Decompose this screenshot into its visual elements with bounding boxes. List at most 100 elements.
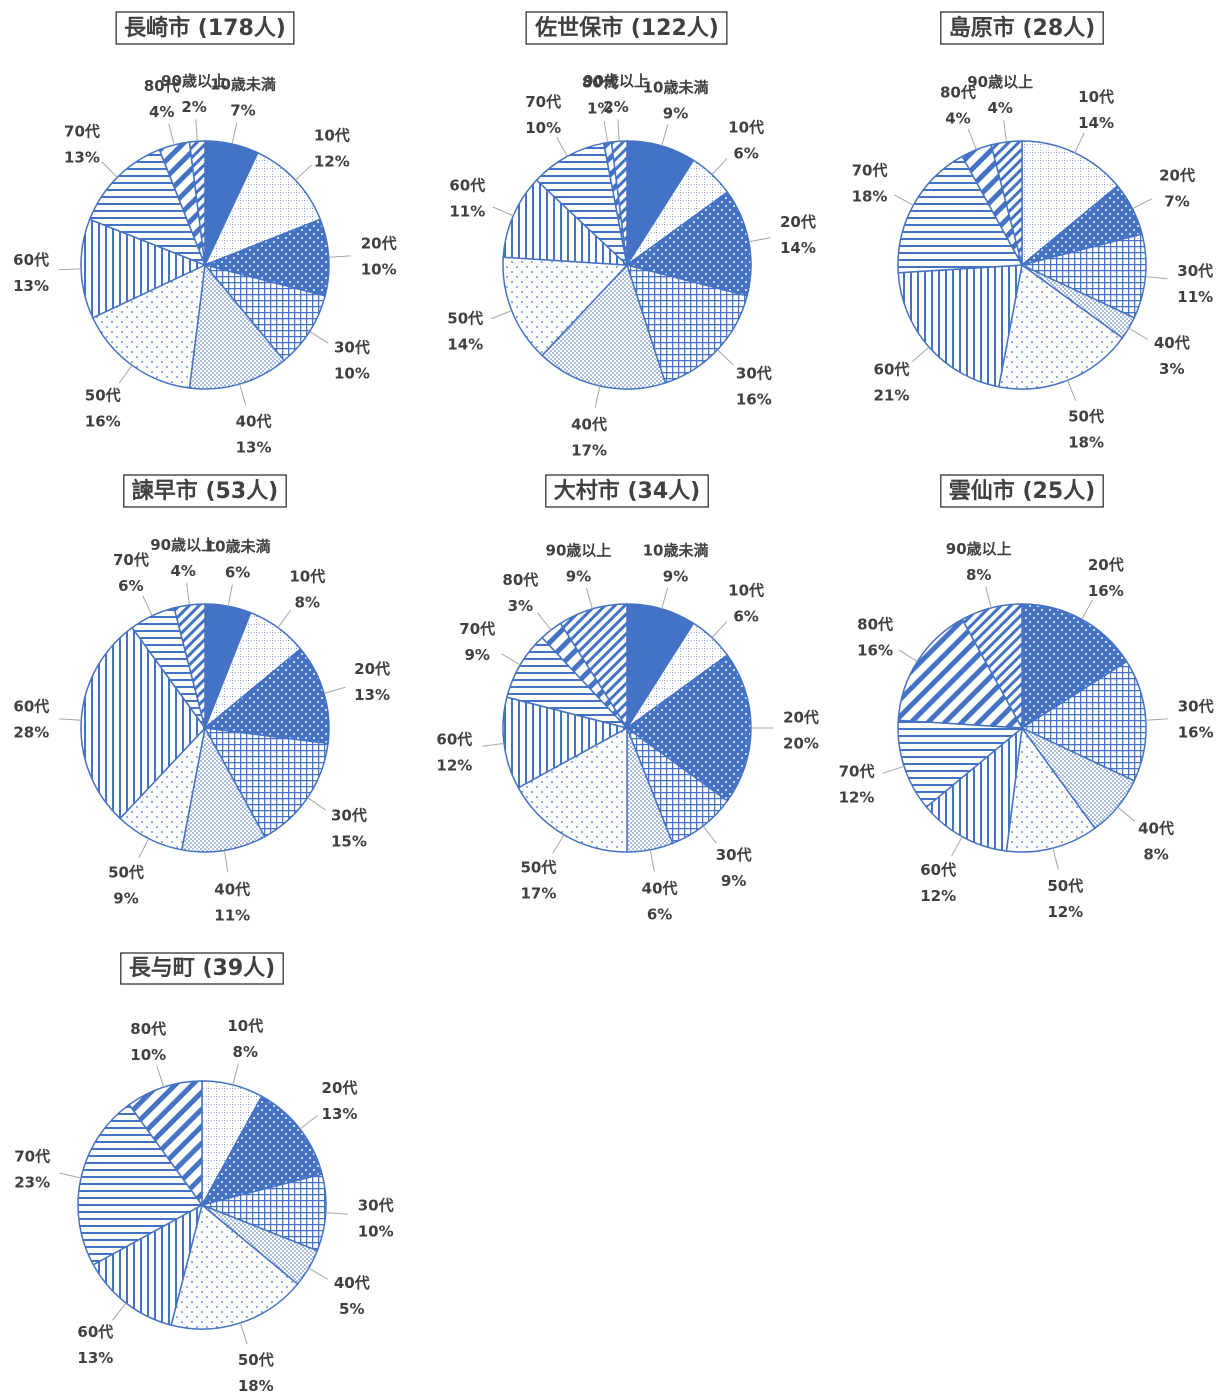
leader-line bbox=[59, 1172, 82, 1179]
data-label-name: 20代 bbox=[783, 709, 819, 727]
data-label-name: 60代 bbox=[77, 1323, 113, 1341]
data-label-name: 30代 bbox=[334, 339, 370, 357]
data-label-value: 14% bbox=[447, 336, 483, 354]
data-label-value: 13% bbox=[236, 439, 272, 457]
leader-line bbox=[232, 1063, 239, 1086]
leader-line bbox=[537, 612, 552, 631]
leader-line bbox=[711, 158, 728, 175]
data-label-value: 16% bbox=[1178, 724, 1214, 742]
pie-slice bbox=[1019, 233, 1147, 319]
data-label-name: 60代 bbox=[13, 698, 49, 716]
data-label-name: 80代 bbox=[130, 1020, 166, 1038]
pie-chart: 雲仙市 (25人) 20代 16% 30代 16% 40代 8% 50代 12% 60代 12% 70… bbox=[839, 474, 1214, 921]
leader-line bbox=[492, 206, 514, 217]
data-label-name: 40代 bbox=[236, 413, 272, 431]
leader-line bbox=[1145, 718, 1168, 721]
data-label-value: 10% bbox=[358, 1222, 394, 1240]
chart-title: 大村市 (34人) bbox=[554, 478, 700, 504]
data-label-value: 12% bbox=[314, 152, 350, 170]
data-label-value: 16% bbox=[1088, 582, 1124, 600]
pie-slice bbox=[199, 1173, 327, 1252]
data-label-name: 30代 bbox=[736, 365, 772, 383]
data-label-value: 9% bbox=[721, 872, 746, 890]
data-label-value: 18% bbox=[1068, 433, 1104, 451]
data-label-name: 70代 bbox=[113, 551, 149, 569]
pie-slice bbox=[202, 263, 327, 362]
data-label-name: 10代 bbox=[728, 119, 764, 137]
leader-line bbox=[118, 365, 133, 384]
data-label-name: 10代 bbox=[1078, 88, 1114, 106]
title-box bbox=[120, 952, 284, 985]
data-label-value: 10% bbox=[334, 365, 370, 383]
data-label-name: 70代 bbox=[852, 162, 888, 180]
data-label-value: 9% bbox=[113, 890, 138, 908]
pie-slice bbox=[625, 191, 752, 297]
leader-line bbox=[482, 743, 505, 747]
leader-line bbox=[594, 385, 601, 408]
data-label-name: 60代 bbox=[436, 730, 472, 748]
leader-line bbox=[1132, 198, 1153, 210]
data-label-name: 80代 bbox=[502, 571, 538, 589]
pie-chart: 長崎市 (178人) 10歳未満 7% 10代 12% 20代 10% 30代 10% 40代 13… bbox=[13, 11, 397, 457]
data-label-name: 50代 bbox=[520, 858, 556, 876]
data-label-value: 9% bbox=[464, 646, 489, 664]
data-label-value: 4% bbox=[170, 562, 195, 580]
data-label-name: 40代 bbox=[571, 415, 607, 433]
data-label-value: 4% bbox=[987, 99, 1012, 117]
data-label-value: 23% bbox=[14, 1174, 50, 1192]
pie-slice bbox=[88, 148, 207, 267]
pie-slice bbox=[535, 142, 629, 268]
data-label-name: 60代 bbox=[449, 176, 485, 194]
pie-slice bbox=[961, 603, 1023, 729]
leader-line bbox=[951, 836, 963, 857]
data-label-value: 4% bbox=[149, 103, 174, 121]
leader-line bbox=[277, 609, 292, 628]
leader-line bbox=[702, 825, 717, 844]
data-label-value: 6% bbox=[733, 145, 758, 163]
data-label-value: 9% bbox=[663, 567, 688, 585]
data-label-name: 10代 bbox=[314, 126, 350, 144]
data-label-name: 30代 bbox=[358, 1196, 394, 1214]
leader-line bbox=[967, 129, 977, 150]
data-label-value: 17% bbox=[571, 441, 607, 459]
data-label-name: 80代 bbox=[857, 615, 893, 633]
pie-slice bbox=[897, 618, 1024, 729]
pie-slice bbox=[80, 626, 206, 820]
data-label-name: 10歳未満 bbox=[205, 538, 271, 556]
data-label-value: 3% bbox=[508, 597, 533, 615]
data-label-name: 40代 bbox=[334, 1274, 370, 1292]
chart-title: 長崎市 (178人) bbox=[124, 15, 286, 41]
chart-title: 長与町 (39人) bbox=[129, 956, 275, 981]
leader-line bbox=[882, 765, 905, 774]
leader-line bbox=[112, 1302, 127, 1321]
leader-line bbox=[231, 122, 238, 145]
data-label-name: 90歳以上 bbox=[161, 72, 227, 90]
pie-slice bbox=[170, 1203, 299, 1330]
data-label-value: 9% bbox=[663, 104, 688, 122]
leader-line bbox=[711, 621, 728, 638]
leader-line bbox=[59, 268, 82, 271]
pie-slice bbox=[202, 218, 330, 297]
leader-line bbox=[1052, 847, 1059, 870]
chart-title: 佐世保市 (122人) bbox=[534, 15, 719, 41]
title-box bbox=[525, 11, 728, 45]
leader-line bbox=[1067, 380, 1077, 401]
title-box bbox=[940, 11, 1104, 45]
data-label-value: 12% bbox=[839, 788, 875, 806]
pie-slice bbox=[925, 726, 1023, 852]
data-label-name: 40代 bbox=[642, 879, 678, 897]
data-label-value: 11% bbox=[214, 906, 250, 924]
data-label-value: 16% bbox=[736, 391, 772, 409]
leader-line bbox=[325, 1212, 348, 1215]
leader-line bbox=[307, 797, 327, 811]
data-label-value: 6% bbox=[225, 564, 250, 582]
data-label-name: 50代 bbox=[1047, 877, 1083, 895]
data-label-name: 60代 bbox=[874, 361, 910, 379]
data-label-value: 6% bbox=[118, 577, 143, 595]
data-label-value: 14% bbox=[1078, 114, 1114, 132]
data-label-name: 50代 bbox=[108, 864, 144, 882]
data-label-value: 3% bbox=[1159, 360, 1184, 378]
data-label-value: 7% bbox=[1164, 193, 1189, 211]
data-label-name: 60代 bbox=[13, 251, 49, 269]
